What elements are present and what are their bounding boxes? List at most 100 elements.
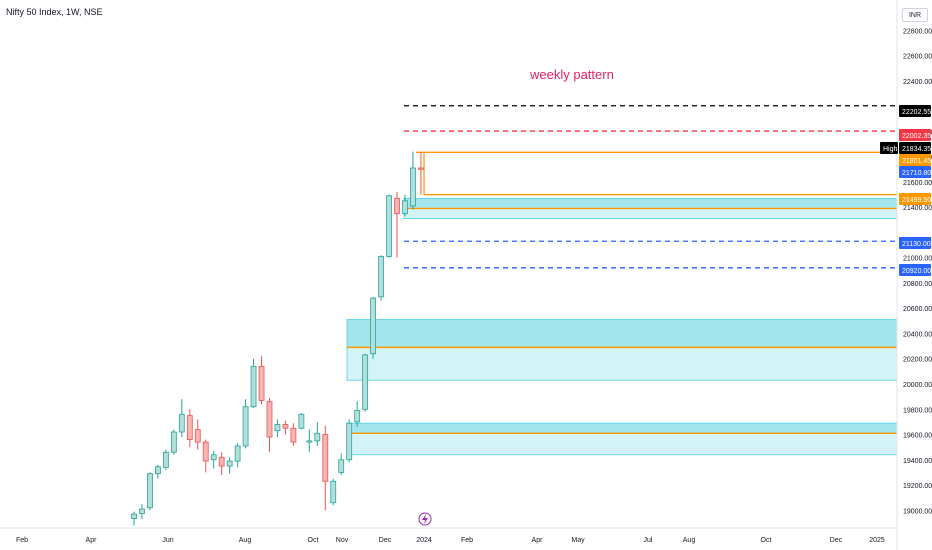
price-label-blue: 21130.00 [899,237,931,249]
time-tick-label: Jun [162,537,173,544]
levels-layer [347,105,897,434]
candle-body[interactable] [170,431,177,453]
price-tick-label: 22400.00 [903,79,932,86]
support-zone[interactable] [403,197,898,209]
candle-body[interactable] [386,195,392,257]
price-tick-label: 20800.00 [903,281,932,288]
candle-body[interactable] [338,459,345,473]
svg-text:21710.80: 21710.80 [902,170,931,177]
candle-body[interactable] [218,456,225,467]
candle-body[interactable] [178,413,185,433]
currency-button[interactable]: INR [902,8,928,22]
candle-body[interactable] [410,167,416,207]
time-tick-label: Feb [461,537,473,544]
candle-body[interactable] [242,406,249,447]
price-tick-label: 20600.00 [903,306,932,313]
svg-text:21130.00: 21130.00 [902,241,931,248]
candle-body[interactable] [322,434,329,482]
zones-layer [346,197,898,456]
price-labels: 22202.55 22002.35 21834.35 21801.45 21710.80… [880,105,931,276]
candle-body[interactable] [298,413,305,429]
svg-text:22202.55: 22202.55 [902,109,931,116]
svg-text:21499.50: 21499.50 [902,197,931,204]
candle-body[interactable] [234,445,241,462]
time-tick-label: Aug [239,537,252,544]
svg-text:22002.35: 22002.35 [902,133,931,140]
candle-body[interactable] [226,460,233,467]
candle-body[interactable] [314,432,321,442]
price-label-red: 22002.35 [899,129,931,141]
high-tag: High [880,142,898,154]
price-tick-label: 19600.00 [903,433,932,440]
time-tick-label: 2025 [869,537,885,544]
price-tick-label: 20200.00 [903,357,932,364]
candle-body[interactable] [131,513,137,519]
time-axis[interactable]: Feb Apr Jun Aug Oct Nov Dec 2024 Feb Apr May Jul Aug… [16,537,885,544]
candle-body[interactable] [186,415,193,440]
price-label-blue: 21710.80 [899,166,931,178]
candle-body[interactable] [346,422,353,461]
candle-body[interactable] [162,451,169,468]
price-tick-label: 19200.00 [903,483,932,490]
candle-body[interactable] [402,200,408,214]
candle-body[interactable] [258,365,265,401]
price-tick-label: 21600.00 [903,180,932,187]
candle-body[interactable] [139,508,145,514]
time-tick-label: Feb [16,537,28,544]
time-tick-label: Dec [379,537,392,544]
time-tick-label: Apr [532,537,544,544]
candle-body[interactable] [266,401,273,438]
candle-body[interactable] [147,473,153,509]
time-tick-label: Jul [644,537,653,544]
price-label-orange: 21801.45 [899,154,931,166]
price-tick-label: 22800.00 [903,28,932,35]
candle-body[interactable] [194,429,201,443]
support-zone[interactable] [346,422,898,434]
support-zone[interactable] [346,319,898,348]
price-tick-label: 20400.00 [903,331,932,338]
candle-body[interactable] [290,427,297,443]
price-tick-label: 22600.00 [903,54,932,61]
support-zone[interactable] [346,432,898,456]
candle-body[interactable] [354,410,361,423]
time-tick-label: Aug [683,537,696,544]
candle-body[interactable] [370,297,377,355]
time-tick-label: Dec [830,537,843,544]
price-tick-label: 19000.00 [903,508,932,515]
candle-body[interactable] [394,197,400,214]
price-tick-label: 19400.00 [903,458,932,465]
svg-text:21834.35: 21834.35 [902,146,931,153]
time-tick-label: May [571,537,585,544]
candle-body[interactable] [378,256,384,298]
candle-body[interactable] [202,441,209,462]
candle-body[interactable] [330,480,337,504]
support-zone[interactable] [403,208,898,219]
candle-body[interactable] [306,440,313,443]
candle-body[interactable] [282,424,289,429]
svg-text:21801.45: 21801.45 [902,158,931,165]
price-tick-label: 19800.00 [903,407,932,414]
price-label-black: 21834.35 [899,142,931,154]
candle-body[interactable] [250,365,257,408]
svg-text:High: High [883,146,898,153]
price-label-orange: 21499.50 [899,193,931,205]
candle-body[interactable] [362,354,369,410]
lightning-icon[interactable] [418,512,432,526]
candle-body[interactable] [210,454,217,461]
time-tick-label: 2024 [416,537,432,544]
svg-text:20920.00: 20920.00 [902,268,931,275]
time-tick-label: Nov [336,537,349,544]
annotation-text[interactable]: weekly pattern [530,67,614,82]
candle-body[interactable] [155,466,161,475]
price-tick-label: 21000.00 [903,256,932,263]
candles-layer [131,151,424,526]
price-label-blue: 20920.00 [899,264,931,276]
candle-body[interactable] [418,167,424,170]
support-zone[interactable] [346,346,898,381]
price-tick-label: 21400.00 [903,205,932,212]
candle-body[interactable] [274,424,281,432]
price-tick-label: 20000.00 [903,382,932,389]
symbol-title[interactable]: Nifty 50 Index, 1W, NSE [6,7,103,17]
time-tick-label: Oct [308,537,319,544]
